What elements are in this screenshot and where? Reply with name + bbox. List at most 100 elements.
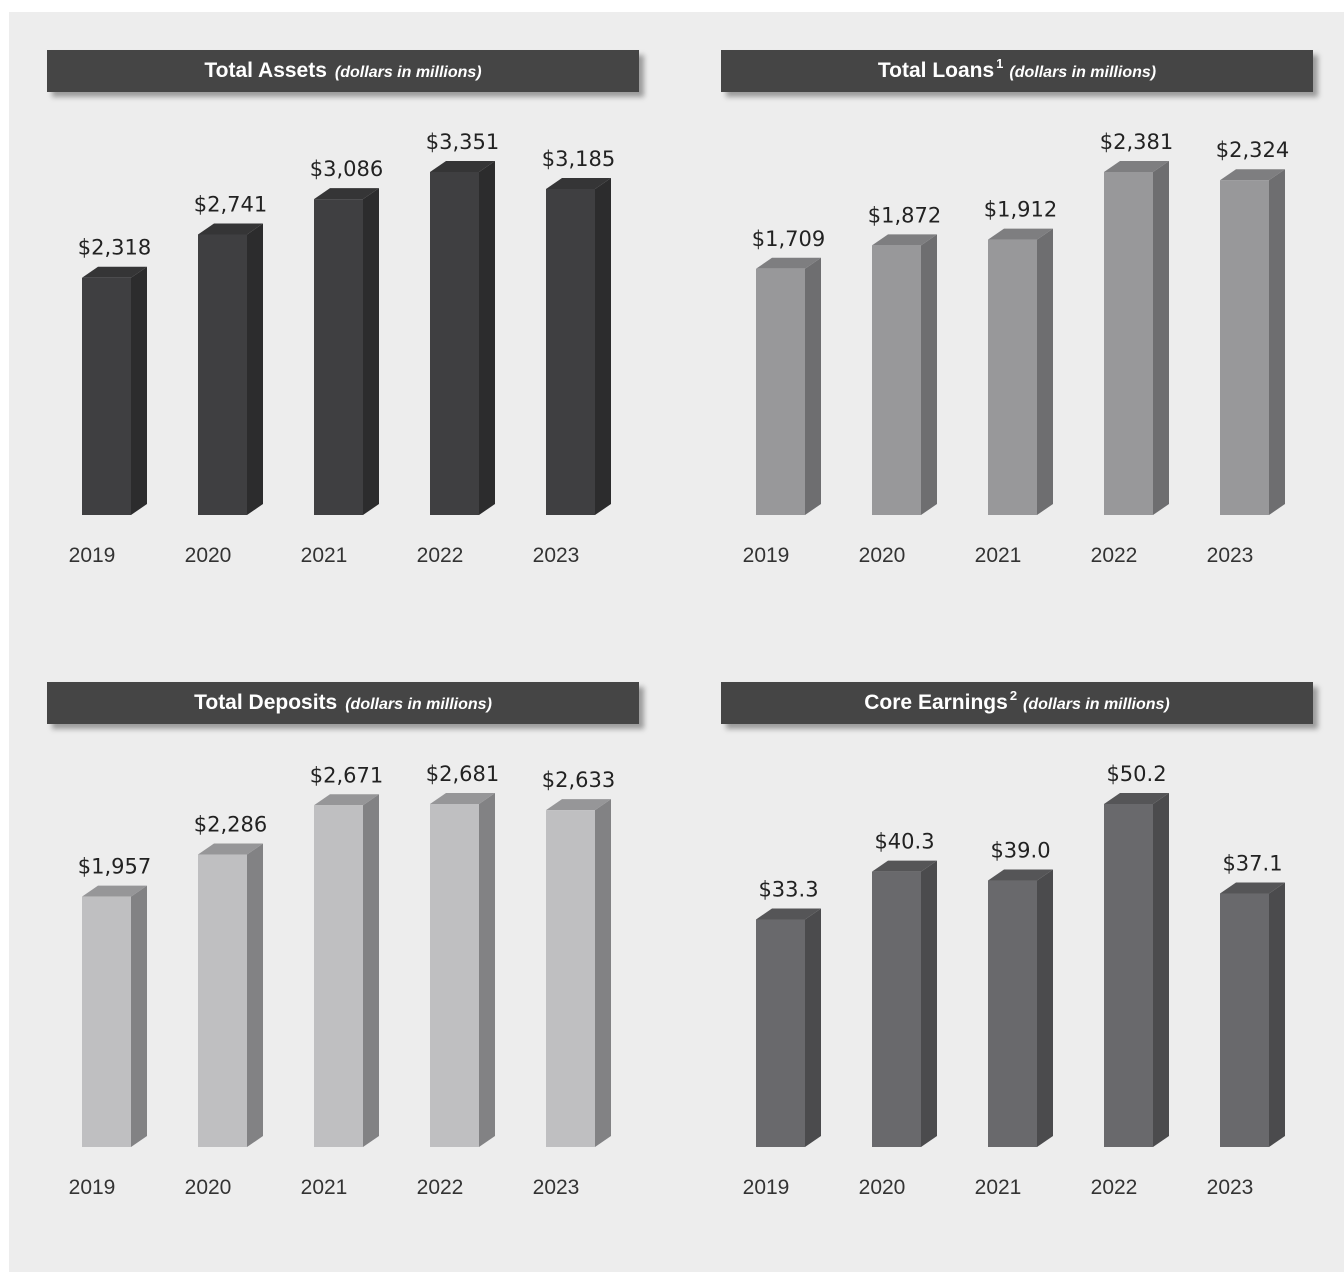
bar-front	[314, 199, 363, 515]
bar-value-label: $37.1	[1222, 852, 1282, 876]
bar-front	[1104, 804, 1153, 1147]
bar-top	[872, 860, 937, 872]
bar-value-label: $2,318	[78, 236, 151, 260]
bar-top	[1220, 882, 1285, 894]
bar-2019	[82, 266, 147, 515]
category-label: 2020	[859, 1176, 906, 1199]
bar-front	[1104, 172, 1153, 515]
chart-subtitle: (dollars in millions)	[1023, 696, 1170, 713]
total-loans-chart: Total Loans 1 (dollars in millions) $1,709…	[683, 12, 1313, 592]
bar-top	[756, 257, 821, 269]
bar-2022	[430, 793, 495, 1147]
chart-plot: $2,318 2019 $2,741 2020 $3,086 2021 $3,351 2022…	[69, 130, 616, 567]
chart-plot: $1,957 2019 $2,286 2020 $2,671 2021 $2,681 2022…	[69, 762, 616, 1199]
core-earnings-chart: Core Earnings 2 (dollars in millions) $33.…	[683, 644, 1313, 1224]
category-label: 2019	[69, 1176, 116, 1199]
bar-2020	[198, 223, 263, 515]
bar-2020	[872, 860, 937, 1147]
bar-value-label: $1,709	[752, 227, 825, 251]
bar-2021	[988, 228, 1053, 515]
chart-subtitle: (dollars in millions)	[345, 696, 492, 713]
bar-top	[314, 794, 379, 806]
chart-title-footnote: 1	[996, 56, 1004, 71]
category-label: 2023	[1207, 1176, 1254, 1199]
bar-value-label: $2,671	[310, 763, 383, 787]
bar-value-label: $3,351	[426, 130, 499, 154]
category-label: 2023	[533, 544, 580, 567]
bar-top	[546, 799, 611, 811]
bar-side	[1269, 169, 1285, 516]
bar-top	[1104, 793, 1169, 804]
category-label: 2022	[1091, 1176, 1138, 1199]
chart-title-bar: Total Deposits (dollars in millions)	[47, 682, 639, 724]
bar-front	[82, 896, 131, 1147]
category-label: 2019	[743, 1176, 790, 1199]
bar-front	[314, 805, 363, 1147]
bar-2020	[198, 843, 263, 1147]
bar-2022	[1104, 161, 1169, 515]
bar-side	[131, 266, 147, 515]
bar-side	[805, 908, 821, 1147]
bar-value-label: $2,681	[426, 762, 499, 786]
chart-title: Total Loans	[877, 59, 995, 82]
bar-front	[1220, 893, 1269, 1147]
bar-value-label: $40.3	[874, 830, 934, 854]
bar-2019	[756, 908, 821, 1147]
bar-top	[198, 843, 263, 855]
bar-2021	[314, 794, 379, 1147]
bar-top	[1220, 169, 1285, 181]
chart-plot: $33.3 2019 $40.3 2020 $39.0 2021 $50.2 2022 $37.…	[743, 762, 1285, 1199]
bar-value-label: $3,086	[310, 157, 383, 181]
total-deposits-chart: Total Deposits (dollars in millions) $1,9…	[9, 644, 639, 1224]
bar-side	[479, 161, 495, 515]
bar-top	[988, 869, 1053, 881]
bar-side	[1153, 161, 1169, 515]
bar-top	[430, 793, 495, 804]
bar-side	[247, 843, 263, 1147]
category-label: 2020	[859, 544, 906, 567]
bar-side	[479, 793, 495, 1147]
bar-front	[988, 239, 1037, 515]
category-label: 2021	[301, 1176, 348, 1199]
bar-side	[131, 885, 147, 1147]
bar-side	[921, 234, 937, 515]
total-assets-chart: Total Assets (dollars in millions) $2,318…	[9, 12, 639, 592]
category-label: 2020	[185, 1176, 232, 1199]
bar-front	[546, 188, 595, 516]
bar-value-label: $33.3	[758, 877, 818, 901]
bar-2019	[82, 885, 147, 1147]
bar-top	[756, 908, 821, 920]
bar-value-label: $2,286	[194, 813, 267, 837]
bar-top	[988, 228, 1053, 240]
category-label: 2022	[417, 544, 464, 567]
bar-2021	[988, 869, 1053, 1147]
chart-title: Total Assets	[204, 59, 327, 82]
bar-side	[363, 188, 379, 515]
bar-side	[1037, 228, 1053, 515]
category-label: 2023	[1207, 544, 1254, 567]
bar-front	[546, 810, 595, 1147]
bar-front	[430, 804, 479, 1147]
bar-2020	[872, 234, 937, 515]
chart-title-bar: Total Assets (dollars in millions)	[47, 50, 639, 92]
bar-top	[314, 188, 379, 200]
bar-top	[872, 234, 937, 246]
chart-subtitle: (dollars in millions)	[1009, 64, 1157, 81]
category-label: 2022	[417, 1176, 464, 1199]
bar-front	[988, 880, 1037, 1147]
category-label: 2022	[1091, 544, 1138, 567]
bar-top	[546, 177, 611, 189]
bar-top	[82, 266, 147, 278]
chart-title: Core Earnings	[864, 691, 1008, 714]
bar-side	[1037, 869, 1053, 1147]
bar-top	[1104, 161, 1169, 172]
bar-2023	[546, 799, 611, 1147]
bar-value-label: $2,633	[542, 768, 615, 792]
bar-side	[805, 257, 821, 515]
bar-front	[872, 871, 921, 1147]
bar-value-label: $1,872	[868, 203, 941, 227]
bar-front	[82, 277, 131, 515]
bar-value-label: $1,912	[984, 198, 1057, 222]
bar-top	[82, 885, 147, 897]
bar-value-label: $3,185	[542, 147, 615, 171]
